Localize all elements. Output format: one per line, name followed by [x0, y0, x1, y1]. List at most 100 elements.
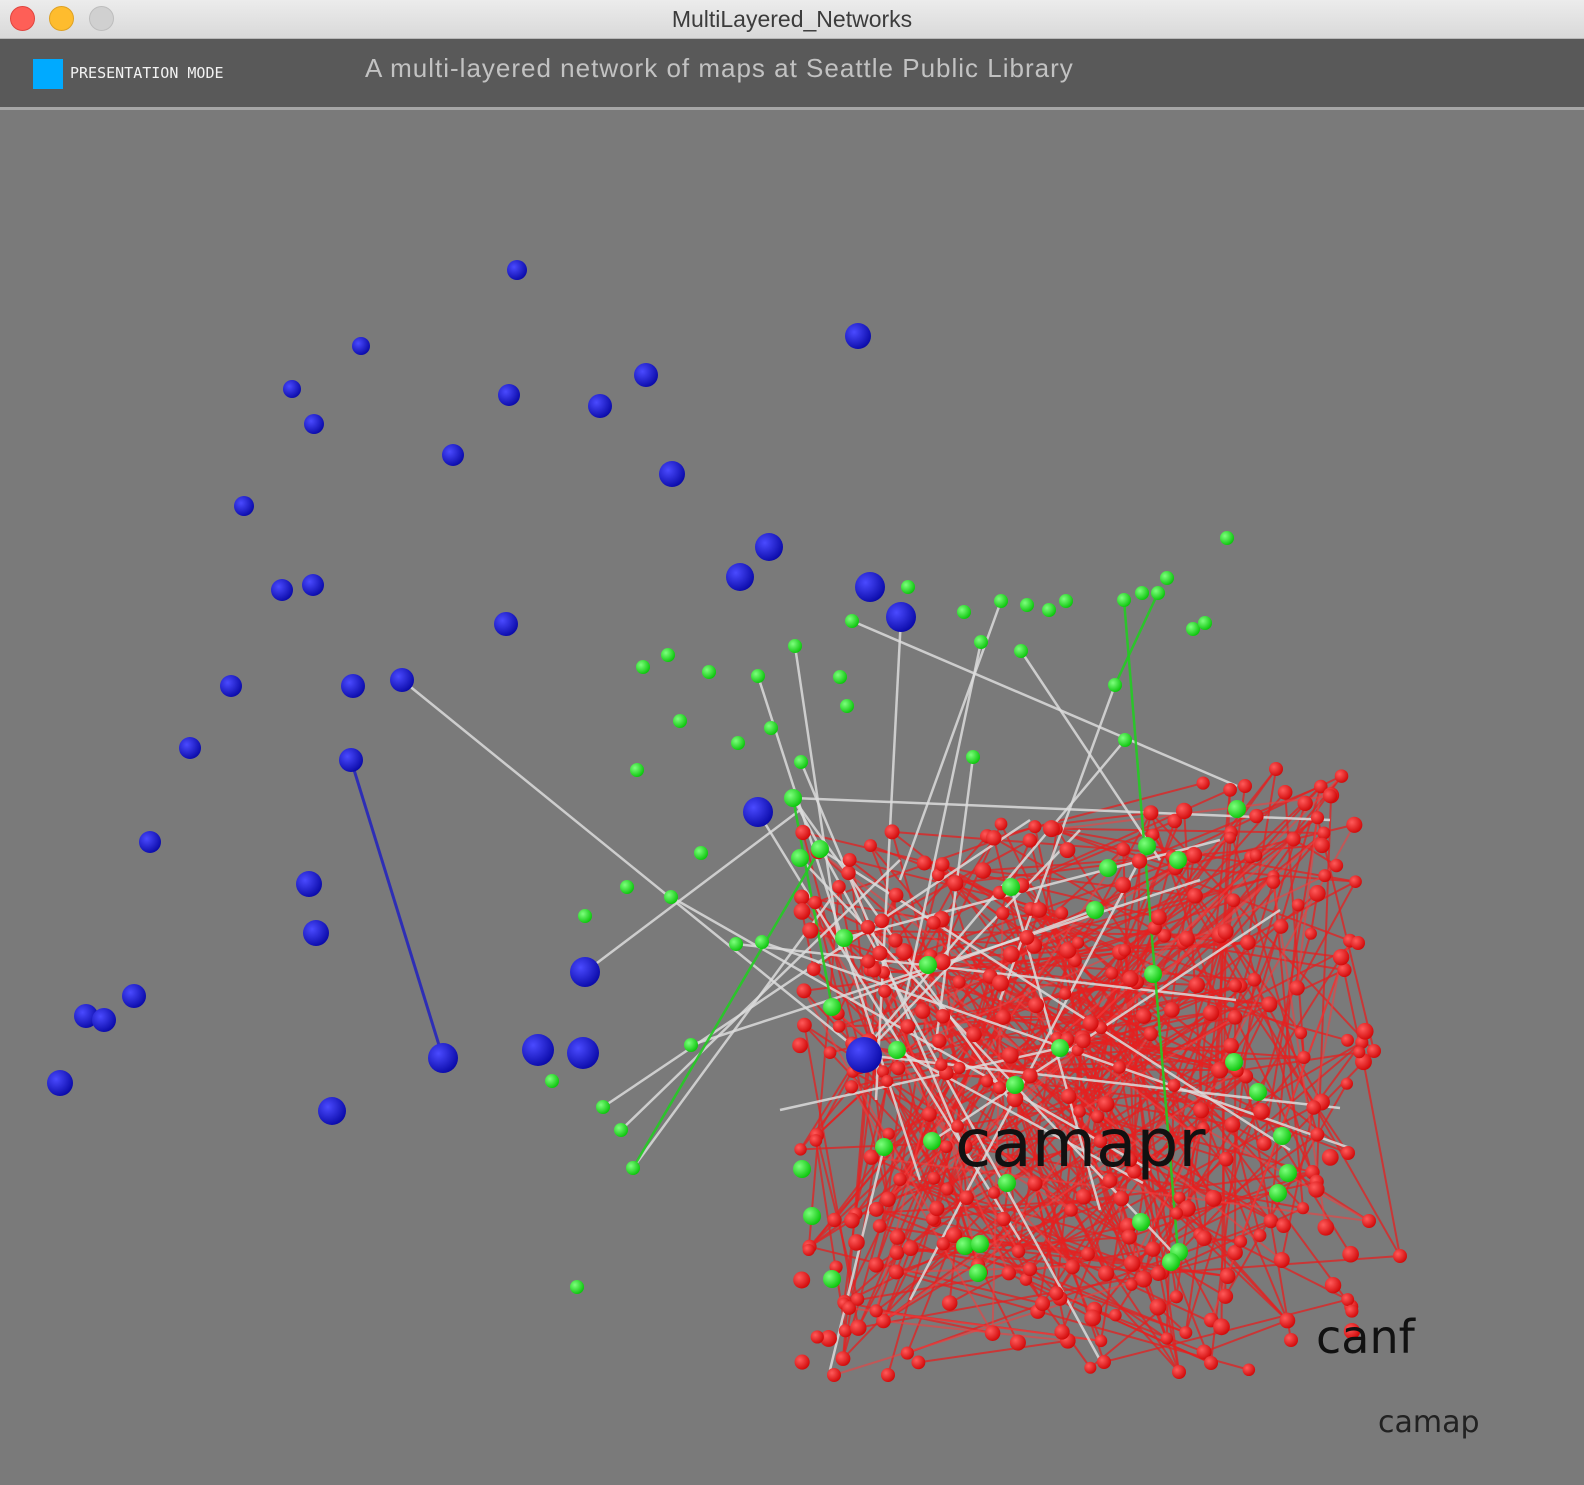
green-layer-node[interactable] [840, 699, 854, 713]
red-layer-node[interactable] [935, 857, 950, 872]
red-layer-node[interactable] [931, 1033, 947, 1049]
blue-layer-node[interactable] [92, 1008, 116, 1032]
red-layer-node[interactable] [1075, 1033, 1091, 1049]
green-layer-node[interactable] [971, 1235, 989, 1253]
red-layer-node[interactable] [802, 922, 819, 939]
red-layer-node[interactable] [888, 933, 903, 948]
blue-layer-node[interactable] [743, 797, 773, 827]
green-layer-node[interactable] [1051, 1039, 1069, 1057]
green-layer-node[interactable] [994, 594, 1008, 608]
red-layer-node[interactable] [1217, 923, 1234, 940]
green-layer-node[interactable] [1198, 616, 1212, 630]
green-layer-node[interactable] [596, 1100, 610, 1114]
red-layer-node[interactable] [984, 1325, 1001, 1341]
green-layer-node[interactable] [1014, 644, 1028, 658]
blue-layer-node[interactable] [303, 920, 329, 946]
red-layer-node[interactable] [1367, 1044, 1381, 1058]
green-layer-node[interactable] [969, 1264, 987, 1282]
minimize-window-button[interactable] [49, 6, 74, 31]
red-layer-node[interactable] [797, 1017, 812, 1033]
green-layer-node[interactable] [1135, 586, 1149, 600]
red-layer-node[interactable] [980, 1075, 994, 1088]
blue-layer-node[interactable] [47, 1070, 73, 1096]
red-layer-node[interactable] [1334, 769, 1349, 783]
red-layer-node[interactable] [1256, 1136, 1272, 1151]
red-layer-node[interactable] [1131, 853, 1148, 869]
red-layer-node[interactable] [1022, 1262, 1038, 1277]
red-layer-node[interactable] [881, 1368, 895, 1382]
red-layer-node[interactable] [1098, 1265, 1115, 1282]
red-layer-node[interactable] [1059, 842, 1076, 859]
green-layer-node[interactable] [1220, 531, 1234, 545]
green-layer-node[interactable] [1099, 859, 1117, 877]
red-layer-node[interactable] [794, 1143, 807, 1156]
red-layer-node[interactable] [947, 875, 964, 892]
zoom-window-button[interactable] [89, 6, 114, 31]
red-layer-node[interactable] [1022, 833, 1038, 848]
red-layer-node[interactable] [888, 1264, 904, 1280]
red-layer-node[interactable] [1309, 885, 1326, 902]
red-layer-node[interactable] [1253, 1102, 1270, 1120]
red-layer-node[interactable] [1055, 906, 1069, 920]
red-layer-node[interactable] [1006, 1090, 1024, 1108]
red-layer-node[interactable] [1122, 970, 1139, 988]
red-layer-node[interactable] [1185, 847, 1203, 864]
red-layer-node[interactable] [1310, 811, 1325, 825]
network-graph[interactable] [0, 110, 1584, 1485]
red-layer-node[interactable] [1342, 1245, 1359, 1263]
red-layer-node[interactable] [1234, 1235, 1248, 1248]
red-layer-node[interactable] [795, 824, 811, 841]
red-layer-node[interactable] [927, 1171, 941, 1185]
red-layer-node[interactable] [1341, 1293, 1355, 1307]
green-layer-node[interactable] [784, 789, 802, 807]
red-layer-node[interactable] [974, 862, 992, 879]
blue-layer-node[interactable] [318, 1097, 346, 1125]
red-layer-node[interactable] [1349, 875, 1362, 888]
red-layer-node[interactable] [1343, 1322, 1361, 1340]
blue-layer-node[interactable] [494, 612, 518, 636]
red-layer-node[interactable] [1150, 1265, 1166, 1281]
red-layer-node[interactable] [891, 1061, 906, 1076]
red-layer-node[interactable] [1049, 1286, 1064, 1301]
red-layer-node[interactable] [1196, 1230, 1212, 1247]
red-layer-node[interactable] [1163, 1001, 1180, 1018]
red-layer-node[interactable] [794, 1354, 810, 1370]
red-layer-node[interactable] [1064, 1203, 1078, 1217]
red-layer-node[interactable] [1306, 1100, 1321, 1115]
green-layer-node[interactable] [793, 1160, 811, 1178]
red-layer-node[interactable] [1351, 936, 1365, 950]
red-layer-node[interactable] [1227, 1244, 1243, 1261]
red-layer-node[interactable] [1294, 1026, 1308, 1040]
green-layer-node[interactable] [788, 639, 802, 653]
green-layer-node[interactable] [823, 1270, 841, 1288]
red-layer-node[interactable] [902, 1240, 919, 1256]
green-layer-node[interactable] [661, 648, 675, 662]
red-layer-node[interactable] [1266, 875, 1281, 889]
red-layer-node[interactable] [1297, 1050, 1311, 1065]
red-layer-node[interactable] [1223, 782, 1237, 797]
red-layer-node[interactable] [1105, 966, 1119, 980]
red-layer-node[interactable] [861, 954, 876, 969]
green-layer-node[interactable] [998, 1174, 1016, 1192]
red-layer-node[interactable] [992, 1081, 1007, 1095]
blue-layer-node[interactable] [339, 748, 363, 772]
red-layer-node[interactable] [792, 1037, 808, 1054]
red-layer-node[interactable] [1247, 972, 1262, 987]
green-layer-node[interactable] [823, 998, 841, 1016]
red-layer-node[interactable] [842, 852, 857, 867]
red-layer-node[interactable] [1169, 1290, 1183, 1304]
red-layer-node[interactable] [827, 1368, 841, 1382]
red-layer-node[interactable] [864, 839, 877, 853]
green-layer-node[interactable] [1020, 598, 1034, 612]
red-layer-node[interactable] [1035, 1296, 1051, 1312]
red-layer-node[interactable] [794, 889, 810, 905]
red-layer-node[interactable] [1170, 1207, 1184, 1220]
red-layer-node[interactable] [851, 1292, 865, 1306]
blue-layer-node[interactable] [886, 602, 916, 632]
green-layer-node[interactable] [764, 721, 778, 735]
red-layer-node[interactable] [1318, 869, 1332, 883]
blue-layer-node[interactable] [634, 363, 658, 387]
red-layer-node[interactable] [1150, 909, 1167, 926]
red-layer-node[interactable] [1277, 785, 1293, 800]
blue-layer-node[interactable] [498, 384, 520, 406]
